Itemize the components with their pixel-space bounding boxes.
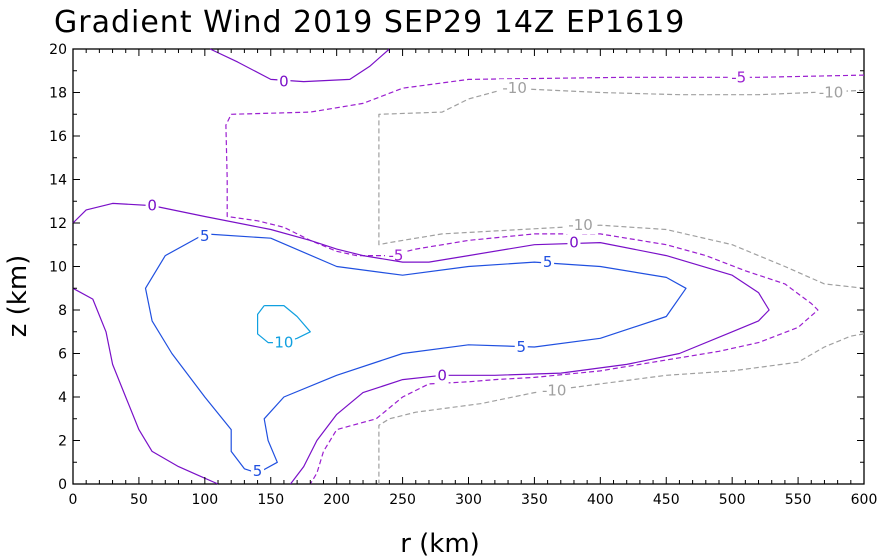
- contour-label-bg: [815, 83, 847, 102]
- contour-label-bg: [538, 381, 570, 400]
- contour-label: -10: [819, 84, 844, 102]
- y-tick-label: 14: [49, 173, 67, 189]
- y-axis: 0 2 4 6 8 10 12 14 16 18 20: [49, 42, 864, 493]
- contour-zero-left: [72, 287, 219, 485]
- contour-neg10-low: [378, 333, 865, 484]
- y-axis-label: z (km): [3, 255, 33, 338]
- contour-label-bg: [565, 216, 597, 235]
- x-tick-label: 300: [455, 492, 482, 508]
- y-tick-label: 12: [49, 216, 67, 232]
- y-tick-label: 2: [58, 434, 67, 450]
- contour-label: -10: [568, 216, 593, 234]
- contour-label-bg: [198, 227, 212, 246]
- contour-label-bg: [567, 233, 581, 252]
- x-tick-label: 350: [521, 492, 548, 508]
- contour-zero-top: [209, 48, 390, 83]
- contour-label-bg: [499, 79, 531, 98]
- contour-label: 0: [569, 234, 579, 252]
- y-tick-label: 8: [58, 303, 67, 319]
- x-axis: 0 50 100 150 200 250 300 350 400 450 500 550 600: [69, 49, 878, 508]
- contour-label-bg: [541, 253, 555, 272]
- x-tick-label: 550: [785, 492, 812, 508]
- y-tick-label: 16: [49, 129, 67, 145]
- y-tick-label: 20: [49, 42, 67, 58]
- x-tick-label: 50: [130, 492, 148, 508]
- contour-label: 0: [147, 197, 157, 215]
- contour-label: -10: [502, 79, 527, 97]
- x-tick-label: 100: [191, 492, 218, 508]
- x-tick-label: 500: [719, 492, 746, 508]
- contour-label-bg: [435, 366, 449, 385]
- contour-label: 0: [279, 73, 289, 91]
- x-tick-label: 250: [389, 492, 416, 508]
- x-tick-label: 150: [257, 492, 284, 508]
- chart-title: Gradient Wind 2019 SEP29 14Z EP1619: [54, 5, 685, 40]
- x-axis-label: r (km): [400, 529, 480, 559]
- contour-label-bg: [514, 337, 528, 356]
- contour-neg10-main: [378, 87, 865, 289]
- y-tick-label: 10: [49, 260, 67, 276]
- x-tick-label: 600: [851, 492, 878, 508]
- x-tick-label: 400: [587, 492, 614, 508]
- contour-label-bg: [251, 461, 265, 480]
- contour-zero-main: [72, 202, 770, 485]
- contour-label: 5: [516, 338, 526, 356]
- contour-label: 5: [253, 462, 263, 480]
- contour-label: -10: [542, 381, 567, 399]
- contour-label: -5: [731, 68, 746, 86]
- contour-pos5: [144, 233, 687, 474]
- x-tick-label: 450: [653, 492, 680, 508]
- contour-label-bg: [145, 196, 159, 215]
- contour-label: 5: [543, 253, 553, 271]
- y-tick-label: 6: [58, 347, 67, 363]
- contour-label: 5: [200, 227, 210, 245]
- contour-neg5-main: [225, 74, 865, 485]
- x-tick-label: 0: [69, 492, 78, 508]
- y-tick-label: 4: [58, 390, 67, 406]
- contour-label-bg: [272, 333, 295, 352]
- contour-label-bg: [277, 72, 291, 91]
- contour-label: 0: [437, 366, 447, 384]
- contour-label-bg: [727, 68, 750, 87]
- contour-label: 10: [274, 334, 293, 352]
- y-tick-label: 0: [58, 477, 67, 493]
- y-tick-label: 18: [49, 86, 67, 102]
- x-tick-label: 200: [323, 492, 350, 508]
